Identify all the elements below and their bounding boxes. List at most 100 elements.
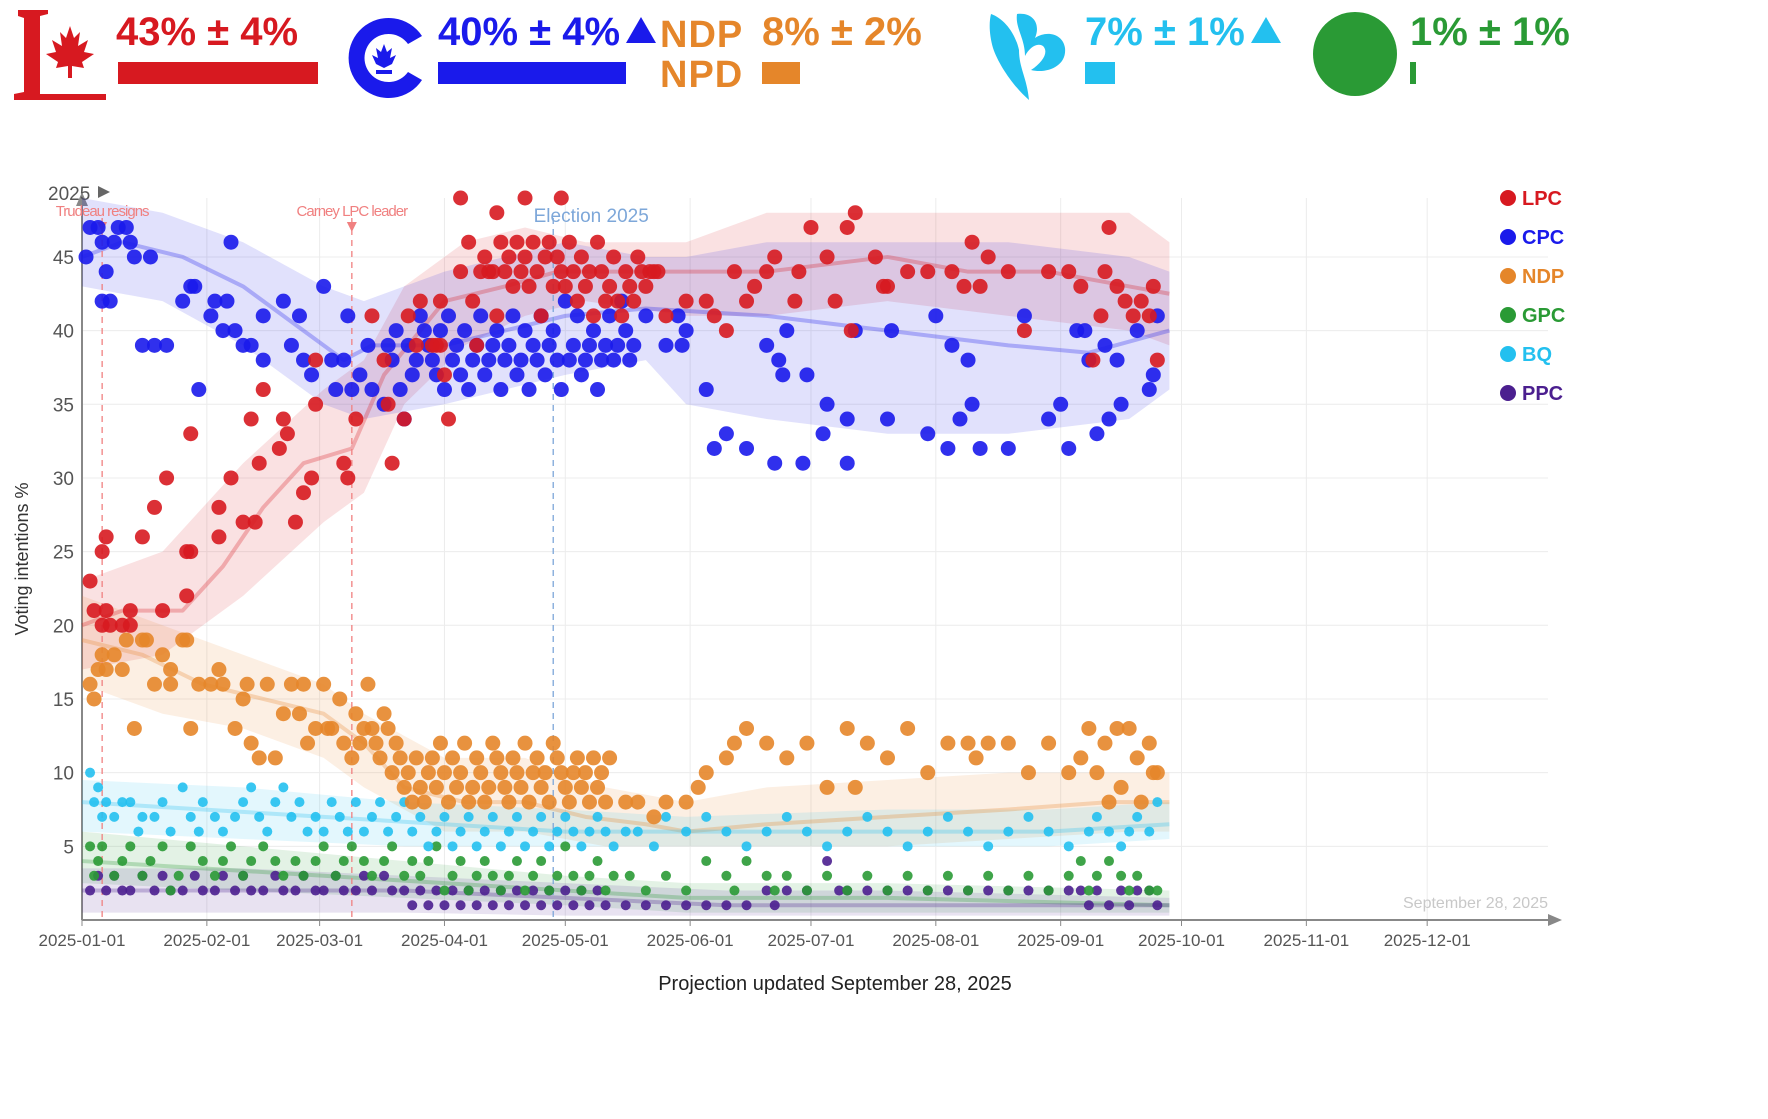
poll-point-lpc (602, 278, 618, 294)
poll-point-bq (544, 841, 555, 852)
poll-point-cpc (585, 323, 601, 339)
poll-point-gpc (511, 856, 522, 867)
poll-point-ndp (203, 676, 219, 692)
poll-point-ndp (569, 750, 585, 766)
poll-point-ndp (940, 735, 956, 751)
poll-point-cpc (392, 382, 408, 398)
poll-point-ndp (618, 794, 634, 810)
poll-point-bq (1091, 811, 1102, 822)
poll-point-bq (1124, 826, 1135, 837)
poll-point-ndp (300, 735, 316, 751)
poll-point-cpc (78, 249, 94, 265)
poll-point-ndp (211, 662, 227, 678)
poll-point-bq (97, 811, 108, 822)
poll-point-lpc (1141, 308, 1157, 324)
poll-point-lpc (767, 249, 783, 265)
poll-point-ndp (1113, 779, 1129, 795)
legend-label-ndp: NDP (1522, 266, 1564, 288)
poll-point-gpc (310, 856, 321, 867)
poll-point-ndp (296, 676, 312, 692)
poll-point-ndp (1133, 794, 1149, 810)
poll-point-bq (197, 797, 208, 808)
poll-point-ppc (660, 900, 671, 911)
poll-point-bq (741, 841, 752, 852)
poll-point-cpc (964, 396, 980, 412)
poll-point-cpc (1145, 367, 1161, 383)
legend-label-cpc: CPC (1522, 227, 1564, 249)
poll-point-lpc (1085, 352, 1101, 368)
poll-point-gpc (640, 885, 651, 896)
poll-point-lpc (465, 293, 481, 309)
poll-point-lpc (867, 249, 883, 265)
poll-point-bq (471, 841, 482, 852)
poll-point-ndp (243, 735, 259, 751)
poll-point-cpc (465, 352, 481, 368)
poll-point-ppc (1063, 885, 1074, 896)
poll-point-gpc (125, 841, 136, 852)
poll-point-lpc (803, 219, 819, 235)
poll-point-ndp (146, 676, 162, 692)
poll-point-ndp (457, 735, 473, 751)
ndp-wordmark-bottom: NPD (660, 54, 744, 96)
poll-point-gpc (447, 870, 458, 881)
poll-point-ndp (388, 735, 404, 751)
poll-point-lpc (900, 264, 916, 280)
poll-point-cpc (1077, 323, 1093, 339)
poll-point-lpc (122, 603, 138, 619)
poll-point-gpc (503, 870, 514, 881)
poll-point-cpc (159, 337, 175, 353)
poll-point-ppc (1023, 885, 1034, 896)
trend-line-lpc (81, 254, 1170, 628)
poll-point-ndp (239, 676, 255, 692)
poll-point-gpc (97, 841, 108, 852)
poll-point-ndp (259, 676, 275, 692)
poll-point-bq (230, 811, 241, 822)
poll-point-lpc (223, 470, 239, 486)
poll-point-ndp (839, 720, 855, 736)
poll-point-cpc (360, 337, 376, 353)
poll-point-lpc (541, 234, 557, 250)
poll-point-bq (1063, 841, 1074, 852)
poll-point-cpc (404, 367, 420, 383)
poll-point-lpc (1000, 264, 1016, 280)
poll-point-ppc (366, 885, 377, 896)
poll-point-gpc (741, 856, 752, 867)
poll-point-ndp (690, 779, 706, 795)
poll-point-cpc (1016, 308, 1032, 324)
gpc-stat: 1% ± 1% (1410, 10, 1570, 54)
poll-point-ndp (545, 735, 561, 751)
poll-point-ndp (553, 765, 569, 781)
poll-point-ndp (590, 779, 606, 795)
conservative-c-icon (348, 18, 422, 98)
poll-point-bq (109, 811, 120, 822)
poll-point-gpc (983, 870, 994, 881)
poll-point-ppc (983, 885, 994, 896)
poll-point-ndp (364, 720, 380, 736)
poll-point-cpc (509, 367, 525, 383)
trend-up-icon (1250, 17, 1281, 43)
poll-point-bq (608, 841, 619, 852)
poll-point-cpc (1113, 396, 1129, 412)
year-forward-icon (98, 186, 110, 198)
poll-point-bq (801, 826, 812, 837)
poll-point-bq (455, 826, 466, 837)
poll-point-ndp (879, 750, 895, 766)
poll-point-cpc (1053, 396, 1069, 412)
poll-point-cpc (424, 352, 440, 368)
poll-point-lpc (618, 264, 634, 280)
poll-point-ndp (505, 750, 521, 766)
poll-point-ndp (533, 779, 549, 795)
poll-point-bq (185, 811, 196, 822)
poll-point-ndp (227, 720, 243, 736)
poll-point-ndp (485, 735, 501, 751)
y-tick-label: 30 (53, 469, 74, 490)
poll-point-cpc (569, 308, 585, 324)
x-tick-label: 2025-02-01 (163, 931, 250, 950)
poll-point-ndp (585, 750, 601, 766)
poll-point-gpc (1023, 870, 1034, 881)
event-label: Election 2025 (534, 206, 649, 227)
poll-point-ndp (324, 720, 340, 736)
poll-point-ndp (1061, 765, 1077, 781)
poll-point-cpc (449, 337, 465, 353)
poll-point-ppc (278, 885, 289, 896)
